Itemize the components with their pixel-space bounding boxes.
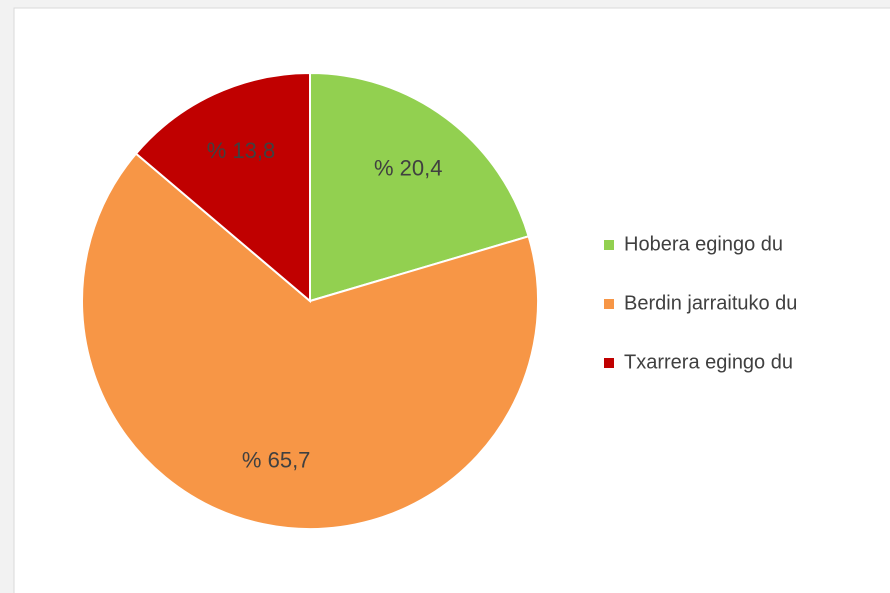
data-label: % 20,4 [374,155,443,180]
legend-label: Berdin jarraituko du [624,292,797,314]
legend-label: Txarrera egingo du [624,351,793,373]
legend-swatch [604,358,614,368]
pie-slice [134,71,311,304]
pie-slice [81,152,539,530]
pie-slice [309,71,530,303]
data-label: % 13,8 [207,138,276,163]
legend-label: Hobera egingo du [624,233,783,255]
legend-swatch [604,240,614,250]
data-label: % 65,7 [242,447,311,472]
legend-swatch [604,299,614,309]
